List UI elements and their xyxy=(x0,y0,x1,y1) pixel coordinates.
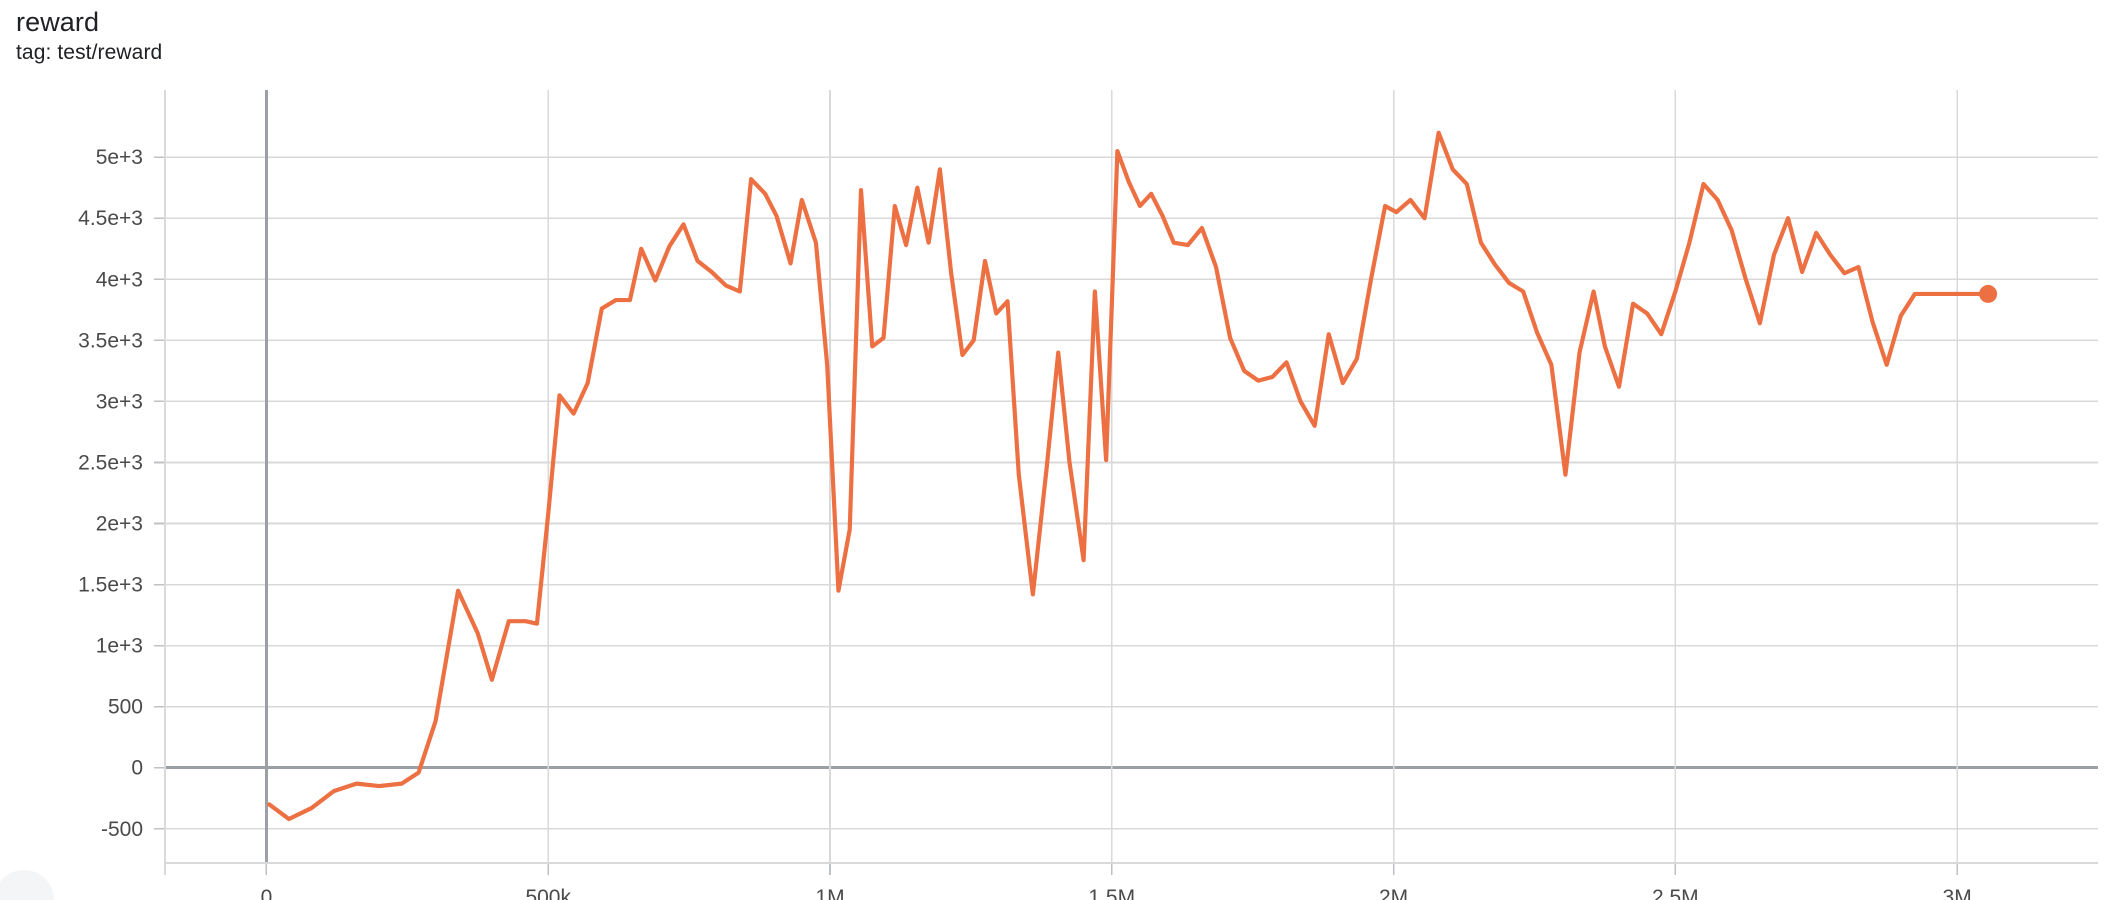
x-tick-label: 1M xyxy=(815,886,844,900)
y-tick-label: 3e+3 xyxy=(96,390,143,413)
plot-area[interactable]: -500 0 500 1e+3 1.5e+3 2e+3 2.5e+3 3e+3 3.5e+3 4e… xyxy=(0,80,2108,900)
reward-line-chart[interactable]: -500 0 500 1e+3 1.5e+3 2e+3 2.5e+3 3e+3 3.5e+3 4e… xyxy=(0,80,2108,900)
x-axis-ticks: 0 500k 1M 1.5M 2M 2.5M 3M xyxy=(261,863,1972,900)
last-point-marker xyxy=(1979,284,1998,303)
last-point-dot xyxy=(1979,284,1998,303)
y-tick-label: 1e+3 xyxy=(96,635,143,658)
y-tick-label: 3.5e+3 xyxy=(78,329,143,352)
page-title: reward xyxy=(16,7,100,37)
axis-lines xyxy=(164,90,2098,875)
y-tick-label: 4e+3 xyxy=(96,268,143,291)
x-tick-label: 3M xyxy=(1943,886,1972,900)
series-lines xyxy=(267,130,1991,822)
y-tick-label: 500 xyxy=(108,696,143,719)
gridlines xyxy=(165,90,2098,863)
x-tick-label: 2.5M xyxy=(1652,886,1699,900)
y-tick-label: 2e+3 xyxy=(96,513,143,536)
y-tick-label: 5e+3 xyxy=(96,146,143,169)
y-tick-label: 2.5e+3 xyxy=(78,451,143,474)
y-tick-label: -500 xyxy=(101,818,143,841)
x-tick-label: 500k xyxy=(525,886,571,900)
y-tick-label: 1.5e+3 xyxy=(78,574,143,597)
x-tick-label: 0 xyxy=(261,886,273,900)
chart-header: reward tag: test/reward xyxy=(16,6,162,66)
y-axis-ticks: -500 0 500 1e+3 1.5e+3 2e+3 2.5e+3 3e+3 3.5e+3 4e… xyxy=(78,146,165,841)
x-tick-label: 1.5M xyxy=(1088,886,1135,900)
x-tick-label: 2M xyxy=(1379,886,1408,900)
series-line-0 xyxy=(267,130,1991,822)
chart-tag-label: tag: test/reward xyxy=(16,40,163,64)
y-tick-label: 4.5e+3 xyxy=(78,207,143,230)
y-tick-label: 0 xyxy=(131,757,143,780)
